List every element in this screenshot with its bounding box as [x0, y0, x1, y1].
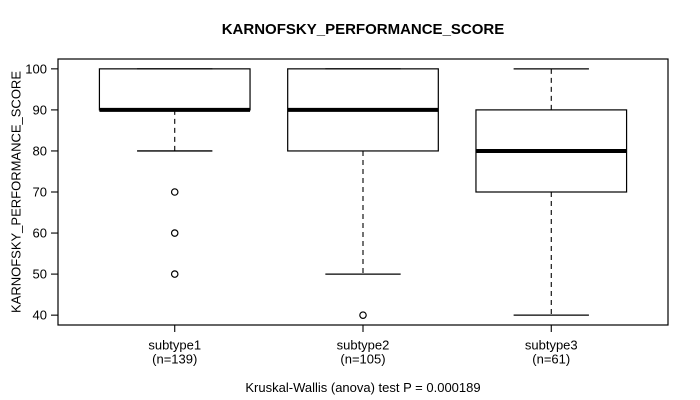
y-tick-label: 50	[33, 267, 47, 282]
stat-test-caption: Kruskal-Wallis (anova) test P = 0.000189	[245, 380, 481, 395]
group-label: subtype2	[337, 338, 390, 353]
y-tick-label: 100	[25, 61, 47, 76]
y-tick-label: 40	[33, 308, 47, 323]
group-sublabel: (n=105)	[340, 352, 385, 367]
outlier-point	[170, 188, 179, 196]
y-tick-label: 90	[33, 102, 47, 117]
chart-title: KARNOFSKY_PERFORMANCE_SCORE	[221, 21, 505, 38]
group-label: subtype3	[525, 338, 578, 353]
group-sublabel: (n=139)	[152, 352, 197, 367]
group-label: subtype1	[148, 338, 201, 353]
y-tick-label: 70	[33, 185, 47, 200]
outlier-point	[170, 229, 179, 237]
y-tick-label: 80	[33, 143, 47, 158]
box	[98, 68, 251, 111]
y-tick-label: 60	[33, 226, 47, 241]
group-sublabel: (n=61)	[532, 352, 570, 367]
outlier-point	[359, 311, 367, 319]
outlier-point	[170, 270, 179, 278]
